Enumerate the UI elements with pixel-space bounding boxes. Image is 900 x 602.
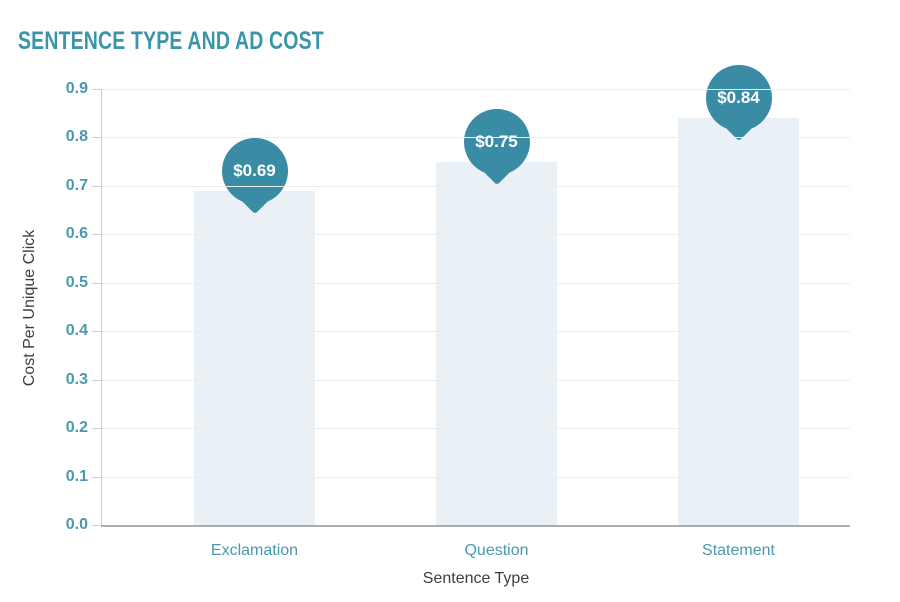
data-label-value: $0.69 — [233, 161, 276, 180]
bar-group-exclamation: $0.69 Exclamation — [194, 138, 315, 559]
y-axis-title: Cost Per Unique Click — [21, 229, 38, 387]
x-axis-title: Sentence Type — [422, 570, 530, 587]
gridline — [102, 186, 850, 187]
y-tick-label: 0.0 — [65, 516, 88, 533]
y-tick-mark — [92, 186, 101, 187]
x-tick-label-question: Question — [464, 542, 529, 559]
y-tick-mark — [92, 89, 101, 90]
y-tick-mark — [92, 234, 101, 235]
gridline — [102, 380, 850, 381]
x-tick-label-exclamation: Exclamation — [210, 542, 299, 559]
bar-group-statement: $0.84 Statement — [678, 65, 799, 559]
bar-question — [436, 162, 557, 525]
y-tick-label: 0.5 — [65, 274, 88, 291]
plot-area: $0.69 Exclamation $0.75 Question $0.84 — [101, 65, 850, 559]
data-label-value: $0.84 — [717, 88, 760, 107]
data-label-value: $0.75 — [475, 132, 518, 151]
gridline — [102, 283, 850, 284]
bar-exclamation — [194, 191, 315, 525]
bar-statement — [678, 118, 799, 525]
gridline — [102, 234, 850, 235]
y-tick-label: 0.4 — [65, 322, 88, 339]
x-tick-label-statement: Statement — [702, 542, 775, 559]
chart-title: SENTENCE TYPE AND AD COST — [18, 27, 324, 55]
bar-group-question: $0.75 Question — [436, 109, 557, 559]
data-label-bubble-question: $0.75 — [463, 109, 530, 186]
y-tick-label: 0.3 — [65, 371, 88, 388]
y-tick-mark — [92, 525, 101, 526]
y-tick-mark — [92, 380, 101, 381]
data-label-bubble-statement: $0.84 — [705, 65, 772, 142]
y-tick-mark — [92, 331, 101, 332]
y-tick-mark — [92, 477, 101, 478]
y-tick-label: 0.8 — [65, 128, 88, 145]
y-tick-label: 0.2 — [65, 419, 88, 436]
y-tick-label: 0.6 — [65, 225, 88, 242]
y-tick-mark — [92, 283, 101, 284]
gridline — [102, 89, 850, 90]
y-tick-label: 0.9 — [65, 80, 88, 97]
data-label-bubble-exclamation: $0.69 — [221, 138, 288, 215]
gridline — [102, 331, 850, 332]
y-tick-label: 0.1 — [65, 468, 88, 485]
gridline — [102, 137, 850, 138]
y-tick-mark — [92, 137, 101, 138]
gridline — [102, 428, 850, 429]
y-tick-mark — [92, 428, 101, 429]
y-tick-label: 0.7 — [65, 177, 88, 194]
gridline — [102, 477, 850, 478]
